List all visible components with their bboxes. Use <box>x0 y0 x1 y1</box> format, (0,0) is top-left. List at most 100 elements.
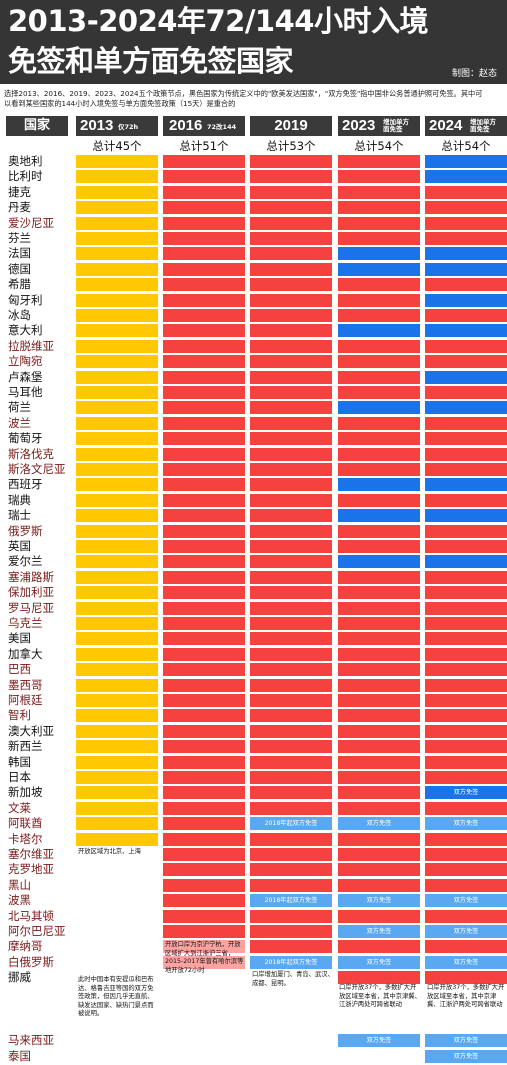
status-cell <box>338 493 420 507</box>
status-cell <box>338 232 420 245</box>
total-count-2024: 总计54个 <box>441 139 491 153</box>
status-cell <box>163 478 245 492</box>
status-cell <box>76 509 158 523</box>
status-cell <box>338 894 420 908</box>
country-column-header: 国家 <box>6 116 68 136</box>
status-cell <box>425 894 507 908</box>
status-cell <box>338 647 420 661</box>
status-cell <box>250 755 332 769</box>
status-cell <box>163 416 245 430</box>
country-name: 瑞典 <box>8 492 31 507</box>
country-name: 美国 <box>8 631 31 646</box>
cell-label: 双方免签 <box>366 820 392 828</box>
status-cell <box>425 586 507 600</box>
status-cell <box>163 216 245 230</box>
status-cell <box>76 632 158 646</box>
country-name: 北马其顿 <box>8 908 54 923</box>
status-cell <box>338 309 420 322</box>
status-cell <box>425 694 507 707</box>
status-cell <box>425 478 507 492</box>
status-cell <box>76 432 158 446</box>
status-cell <box>338 848 420 861</box>
status-cell <box>425 786 507 800</box>
status-cell <box>425 801 507 815</box>
status-cell <box>76 155 158 168</box>
status-cell <box>338 416 420 430</box>
status-cell <box>163 955 245 969</box>
status-cell <box>250 493 332 507</box>
status-cell <box>76 401 158 415</box>
year-sublabel: 仅72h <box>118 123 139 131</box>
status-cell <box>338 740 420 754</box>
status-cell <box>338 370 420 384</box>
country-name: 新西兰 <box>8 739 43 754</box>
status-cell <box>338 478 420 492</box>
status-cell <box>163 848 245 861</box>
status-cell <box>250 601 332 615</box>
status-cell <box>76 247 158 261</box>
status-cell <box>425 540 507 553</box>
status-cell <box>76 755 158 769</box>
status-cell <box>250 463 332 476</box>
country-name: 希腊 <box>8 277 31 292</box>
status-cell <box>338 524 420 538</box>
status-cell <box>425 832 507 846</box>
description-line-1: 选择2013、2016、2019、2023、2024五个政策节点，黑色国家为传统… <box>4 89 483 98</box>
status-cell <box>250 262 332 276</box>
status-cell <box>163 771 245 784</box>
country-header-label: 国家 <box>23 118 50 133</box>
status-cell <box>338 324 420 338</box>
country-name: 瑞士 <box>8 508 31 523</box>
status-cell <box>250 863 332 877</box>
status-cell <box>338 586 420 600</box>
status-cell <box>163 185 245 199</box>
status-cell <box>250 740 332 754</box>
status-cell <box>76 740 158 754</box>
country-name: 阿尔巴尼亚 <box>8 924 66 938</box>
status-cell <box>76 293 158 307</box>
status-cell <box>163 817 245 831</box>
note-n2013_area: 开放区域为北京、上海 <box>78 848 141 855</box>
year-header-2019: 2019 <box>250 116 332 136</box>
status-cell <box>425 709 507 723</box>
status-cell <box>250 909 332 923</box>
status-cell <box>250 540 332 553</box>
status-cell <box>425 509 507 523</box>
status-cell <box>163 894 245 908</box>
status-cell <box>76 617 158 630</box>
status-cell <box>338 401 420 415</box>
status-cell <box>338 463 420 476</box>
cell-label: 双方免签 <box>453 1037 479 1044</box>
country-name: 葡萄牙 <box>8 431 43 446</box>
status-cell <box>163 863 245 877</box>
status-cell <box>76 663 158 677</box>
cell-label: 双方免签 <box>366 897 392 905</box>
status-cell <box>250 324 332 338</box>
status-cell <box>338 432 420 446</box>
country-name: 丹麦 <box>8 200 31 215</box>
country-name: 斯洛文尼亚 <box>8 462 66 476</box>
status-cell <box>163 617 245 630</box>
status-cell <box>425 971 507 985</box>
country-name: 加拿大 <box>8 646 43 661</box>
status-cell <box>425 940 507 954</box>
status-cell <box>250 832 332 846</box>
title-banner: 2013-2024年72/144小时入境 免签和单方面免签国家 制图：赵态 <box>0 0 507 84</box>
year-header-2013: 2013 仅72h <box>76 116 158 136</box>
status-cell <box>76 540 158 553</box>
country-name: 马耳他 <box>8 385 43 399</box>
country-name: 荷兰 <box>8 400 31 415</box>
status-cell <box>250 386 332 399</box>
status-cell <box>425 185 507 199</box>
status-cell <box>250 678 332 692</box>
year-label: 2024 <box>429 117 463 134</box>
status-cell <box>76 570 158 584</box>
status-cell <box>163 262 245 276</box>
status-cell <box>250 339 332 353</box>
status-cell <box>250 647 332 661</box>
status-cell <box>250 478 332 492</box>
country-name: 阿根廷 <box>8 693 43 707</box>
status-cell <box>76 709 158 723</box>
cell-label: 双方免签 <box>366 958 392 966</box>
year-sublabel: 72改144 <box>207 123 237 131</box>
